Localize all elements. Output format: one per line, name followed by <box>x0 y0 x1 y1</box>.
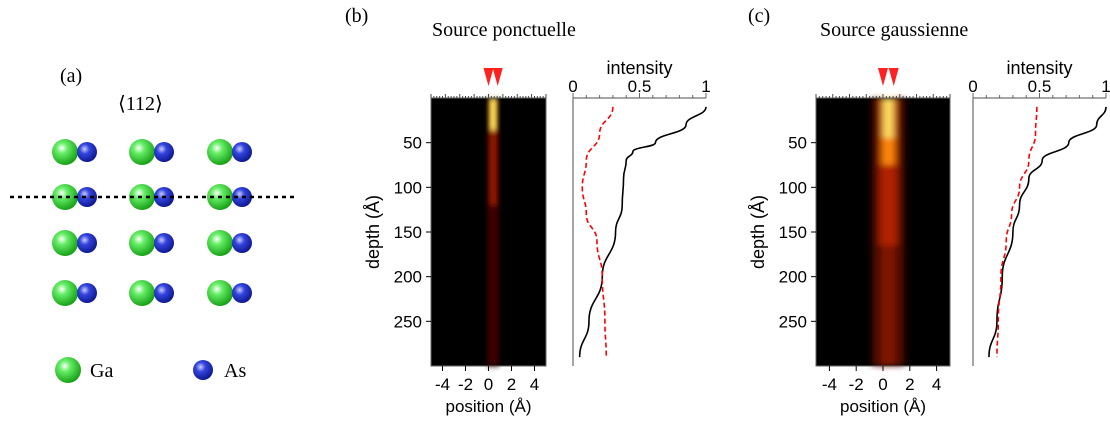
as-atom <box>77 233 97 253</box>
y-axis-label: depth (Å) <box>363 195 383 269</box>
y-tick-label: 150 <box>394 223 422 242</box>
y-tick-label: 200 <box>394 268 422 287</box>
beam-tail <box>881 245 896 366</box>
x-tick-label: -4 <box>822 375 837 394</box>
solid-series-line <box>988 106 1107 358</box>
as-atom <box>154 142 174 162</box>
x-tick-label: -4 <box>435 375 450 394</box>
x-tick-label: 4 <box>530 375 539 394</box>
as-atom <box>77 283 97 303</box>
y-tick-label: 100 <box>779 178 807 197</box>
intensity-plot-b: 0 0.5 1 intensity <box>568 58 711 366</box>
x-axis-label: intensity <box>606 58 672 78</box>
x-tick-label: 0.5 <box>628 77 652 96</box>
ga-atom <box>52 139 78 165</box>
y-tick-label: 250 <box>779 312 807 331</box>
as-atom <box>77 187 97 207</box>
as-atom <box>232 233 252 253</box>
ga-atom <box>129 230 155 256</box>
as-atom <box>154 233 174 253</box>
y-tick-label: 50 <box>403 134 422 153</box>
beam-core <box>489 98 498 206</box>
x-axis-label: position (Å) <box>446 397 532 416</box>
x-axis-label: intensity <box>1006 58 1072 78</box>
beam-arrow-icon <box>888 68 899 86</box>
dashed-series-line <box>996 106 1038 358</box>
x-tick-label: 0 <box>878 375 887 394</box>
y-tick-label: 50 <box>788 134 807 153</box>
beam-arrow-icon <box>483 68 494 86</box>
ga-atom <box>52 230 78 256</box>
x-tick-label: 0 <box>568 77 577 96</box>
beam-arrow-icon <box>492 68 503 86</box>
beam-hotspot <box>490 98 497 130</box>
ga-atom <box>52 280 78 306</box>
ga-atom <box>129 280 155 306</box>
as-legend-label: As <box>224 360 246 382</box>
direction-label: ⟨112⟩ <box>118 93 163 115</box>
x-tick-label: 0.5 <box>1028 77 1052 96</box>
atom-lattice <box>52 139 252 306</box>
x-tick-label: 2 <box>905 375 914 394</box>
chart-title-c: Source gaussienne <box>820 19 968 41</box>
y-tick-label: 200 <box>779 268 807 287</box>
ga-atom <box>207 280 233 306</box>
panel-label-c: (c) <box>748 5 770 27</box>
heatmap-c: 50 100 150 200 250 -4 -2 0 2 4 position (Å) depth (… <box>748 68 951 416</box>
x-tick-label: 0 <box>968 77 977 96</box>
y-tick-label: 250 <box>394 312 422 331</box>
panel-label-b: (b) <box>345 5 368 27</box>
x-axis-label: position (Å) <box>840 397 926 416</box>
ga-legend-icon <box>55 357 81 383</box>
as-atom <box>232 142 252 162</box>
as-atom <box>77 142 97 162</box>
x-tick-label: 2 <box>507 375 516 394</box>
dashed-series-line <box>581 106 614 358</box>
y-tick-label: 100 <box>394 178 422 197</box>
beam-glow <box>487 98 500 366</box>
ga-atom <box>52 184 78 210</box>
ga-atom <box>129 139 155 165</box>
beam-glow <box>872 98 905 366</box>
intensity-plot-c: 0 0.5 1 intensity <box>968 58 1110 366</box>
as-atom <box>154 283 174 303</box>
chart-title-b: Source ponctuelle <box>432 19 576 41</box>
solid-series-line <box>578 106 707 358</box>
ga-atom <box>207 139 233 165</box>
y-tick-label: 150 <box>779 223 807 242</box>
panel-a: (a) ⟨112⟩ Ga As <box>10 65 296 383</box>
ga-atom <box>207 230 233 256</box>
beam-arrow-icon <box>878 68 888 86</box>
x-tick-label: 1 <box>1101 77 1110 96</box>
as-legend-icon <box>193 360 213 380</box>
x-tick-label: -2 <box>458 375 473 394</box>
x-tick-label: 1 <box>701 77 710 96</box>
panel-label-a: (a) <box>60 65 82 87</box>
beam-hotspot <box>884 98 893 138</box>
x-tick-label: 0 <box>484 375 493 394</box>
x-tick-label: 4 <box>932 375 941 394</box>
heatmap-b: 50 100 150 200 250 -4 -2 0 2 4 position (Å) depth (… <box>363 68 547 416</box>
x-tick-label: -2 <box>849 375 864 394</box>
as-atom <box>232 283 252 303</box>
ga-legend-label: Ga <box>90 360 113 382</box>
y-axis-label: depth (Å) <box>748 195 768 269</box>
